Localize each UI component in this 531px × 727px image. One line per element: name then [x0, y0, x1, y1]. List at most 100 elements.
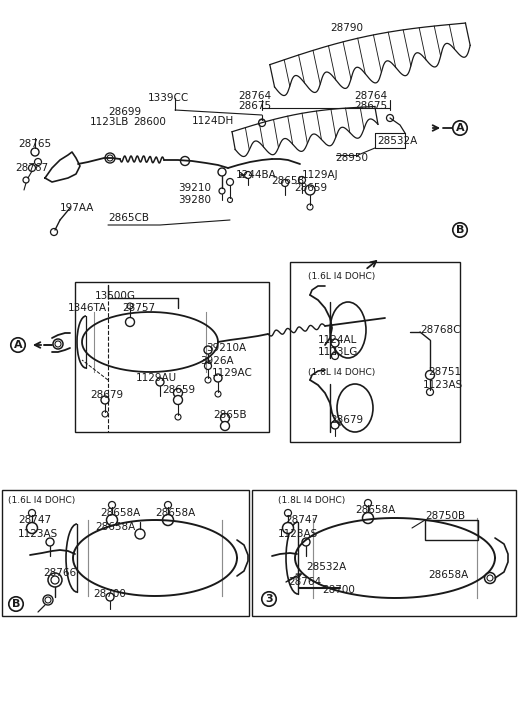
- Text: 3926A: 3926A: [200, 356, 234, 366]
- Circle shape: [484, 572, 495, 584]
- Circle shape: [35, 158, 41, 166]
- Text: 28767: 28767: [15, 163, 48, 173]
- Circle shape: [107, 155, 113, 161]
- Text: 1129AC: 1129AC: [212, 368, 253, 378]
- Circle shape: [219, 188, 225, 194]
- Circle shape: [125, 318, 134, 326]
- Circle shape: [298, 177, 305, 183]
- Circle shape: [259, 119, 265, 125]
- Text: B: B: [12, 599, 20, 609]
- Ellipse shape: [330, 302, 366, 358]
- Circle shape: [165, 502, 172, 508]
- Text: 28600: 28600: [133, 117, 166, 127]
- Bar: [252, 490, 516, 616]
- Text: 197AA: 197AA: [60, 203, 95, 213]
- Text: 28750B: 28750B: [425, 511, 465, 521]
- Text: 28764: 28764: [354, 91, 387, 101]
- Text: 28679: 28679: [90, 390, 123, 400]
- Circle shape: [227, 198, 233, 203]
- Text: A: A: [14, 340, 22, 350]
- Text: A: A: [456, 123, 464, 133]
- Circle shape: [50, 228, 57, 236]
- Circle shape: [387, 114, 393, 121]
- Circle shape: [107, 515, 117, 526]
- Text: B: B: [456, 225, 464, 235]
- Text: 28747: 28747: [285, 515, 318, 525]
- Circle shape: [101, 396, 109, 404]
- Circle shape: [331, 421, 339, 429]
- Circle shape: [174, 388, 183, 398]
- Circle shape: [23, 177, 29, 183]
- Text: 28757: 28757: [122, 303, 155, 313]
- Circle shape: [162, 515, 174, 526]
- Circle shape: [31, 148, 39, 156]
- Text: 28764: 28764: [238, 91, 271, 101]
- Text: 28675: 28675: [354, 101, 387, 111]
- Circle shape: [220, 422, 229, 430]
- Text: 1123AS: 1123AS: [278, 529, 318, 539]
- Circle shape: [204, 346, 212, 354]
- Circle shape: [363, 513, 373, 523]
- Text: 1124DH: 1124DH: [192, 116, 234, 126]
- Text: 28790: 28790: [330, 23, 363, 33]
- Text: 28675: 28675: [238, 101, 271, 111]
- Circle shape: [181, 156, 190, 166]
- Text: 39210A: 39210A: [206, 343, 246, 353]
- Circle shape: [105, 153, 115, 163]
- Circle shape: [29, 164, 36, 172]
- Circle shape: [27, 523, 38, 534]
- Text: 28658: 28658: [271, 176, 304, 186]
- Text: (1.6L I4 DOHC): (1.6L I4 DOHC): [8, 496, 75, 505]
- Text: 2865CB: 2865CB: [108, 213, 149, 223]
- Text: 1129AJ: 1129AJ: [302, 170, 339, 180]
- Text: 28659: 28659: [294, 183, 327, 193]
- Text: 2865B: 2865B: [213, 410, 246, 420]
- Circle shape: [302, 538, 310, 546]
- Circle shape: [46, 538, 54, 546]
- Text: 28768C: 28768C: [420, 325, 460, 335]
- Text: 1339CC: 1339CC: [148, 93, 189, 103]
- Circle shape: [227, 179, 234, 185]
- Circle shape: [244, 172, 252, 179]
- Circle shape: [214, 374, 222, 382]
- Circle shape: [281, 180, 288, 187]
- Text: 3: 3: [265, 594, 273, 604]
- Text: 28658A: 28658A: [100, 508, 140, 518]
- Circle shape: [259, 119, 266, 126]
- Bar: [425, 520, 478, 540]
- Text: 28764: 28764: [288, 577, 321, 587]
- Text: 28766: 28766: [43, 568, 76, 578]
- Text: 28950: 28950: [335, 153, 368, 163]
- Circle shape: [135, 529, 145, 539]
- Text: 28532A: 28532A: [306, 562, 346, 572]
- Text: 28658A: 28658A: [95, 522, 135, 532]
- Text: (1.8L I4 DOHC): (1.8L I4 DOHC): [278, 496, 345, 505]
- Text: 28658A: 28658A: [155, 508, 195, 518]
- Circle shape: [108, 502, 116, 508]
- Bar: [75, 282, 269, 432]
- Circle shape: [29, 510, 36, 516]
- Circle shape: [106, 593, 114, 601]
- Text: (1.6L I4 DOHC): (1.6L I4 DOHC): [308, 271, 375, 281]
- Circle shape: [220, 414, 229, 422]
- Circle shape: [102, 411, 108, 417]
- Text: 28700: 28700: [322, 585, 355, 595]
- Bar: [2, 490, 249, 616]
- Circle shape: [175, 414, 181, 420]
- Text: 28747: 28747: [18, 515, 51, 525]
- Text: 28658A: 28658A: [428, 570, 468, 580]
- Text: (1.8L I4 DOHC): (1.8L I4 DOHC): [308, 369, 375, 377]
- Circle shape: [218, 168, 226, 176]
- Text: 28532A: 28532A: [377, 136, 417, 146]
- Ellipse shape: [337, 384, 373, 432]
- Circle shape: [331, 339, 339, 347]
- Circle shape: [331, 353, 338, 359]
- Text: 13500G: 13500G: [95, 291, 136, 301]
- Circle shape: [55, 341, 61, 347]
- Circle shape: [305, 185, 315, 195]
- Circle shape: [45, 597, 51, 603]
- Text: 28765: 28765: [18, 139, 51, 149]
- Circle shape: [487, 575, 493, 581]
- Text: 1123AS: 1123AS: [18, 529, 58, 539]
- Text: 1124AL: 1124AL: [318, 335, 357, 345]
